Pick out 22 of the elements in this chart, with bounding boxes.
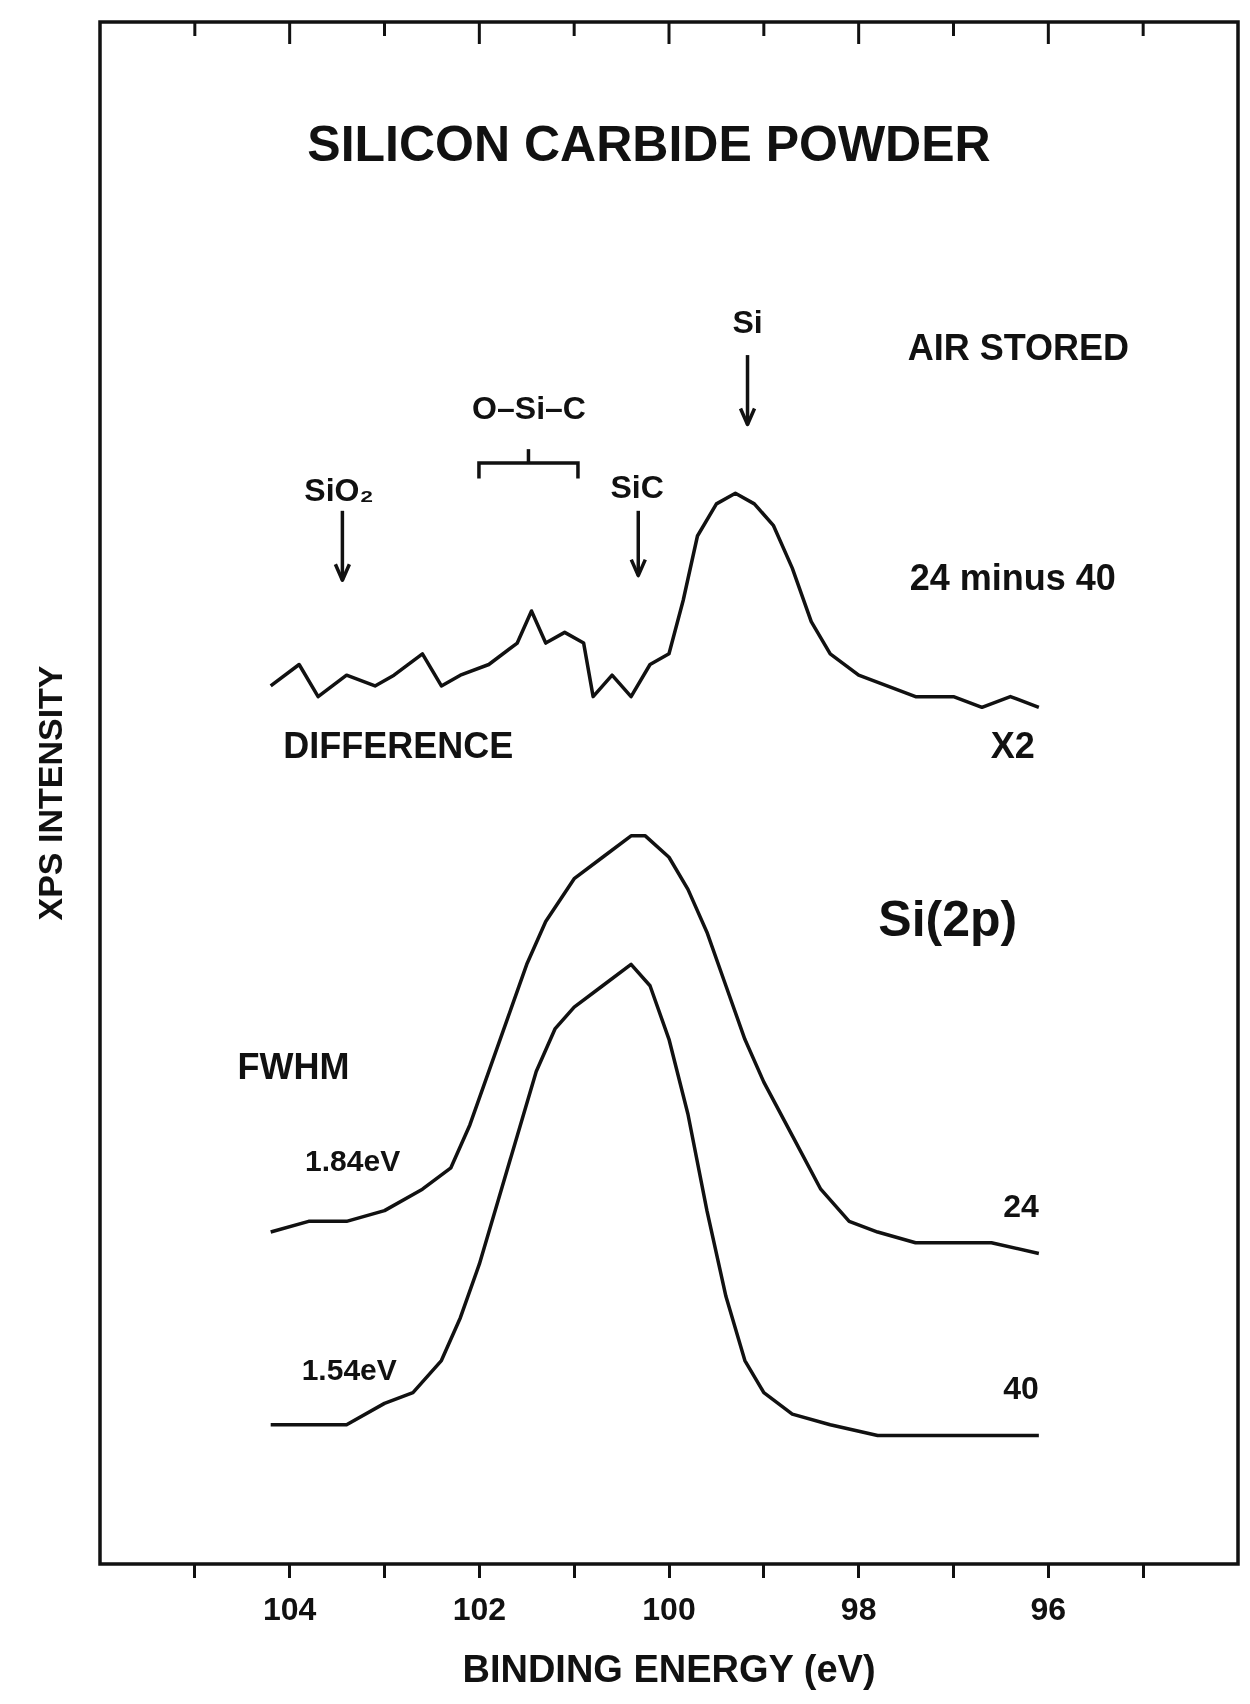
x-tick-label: 102 xyxy=(452,1591,507,1628)
annotation: FWHM xyxy=(237,1045,350,1087)
chart-title: SILICON CARBIDE POWDER xyxy=(307,115,991,172)
text: O–Si–C xyxy=(472,390,586,427)
annotation: Si(2p) xyxy=(878,891,1018,948)
series-label: 40 xyxy=(1003,1370,1039,1407)
text: AIR STORED xyxy=(907,327,1130,369)
x-tick-label: 100 xyxy=(642,1591,696,1628)
annotation: DIFFERENCE xyxy=(283,725,514,767)
annotation: SiO₂ xyxy=(304,472,374,509)
x-axis-title: BINDING ENERGY (eV) xyxy=(462,1647,876,1690)
annotation: 1.54eV xyxy=(301,1352,397,1386)
text: Si xyxy=(732,304,763,341)
series-label: 24 xyxy=(1003,1188,1040,1225)
x-tick-label: 96 xyxy=(1030,1591,1067,1628)
annotation: 1.84eV xyxy=(305,1144,401,1178)
annotation: X2 xyxy=(990,725,1035,767)
x-tick-label: 104 xyxy=(262,1591,317,1628)
annotation: SiC xyxy=(610,469,664,506)
y-axis-title: XPS INTENSITY xyxy=(31,665,70,921)
annotation: 24 minus 40 xyxy=(909,557,1116,599)
x-tick-label: 98 xyxy=(840,1591,877,1628)
